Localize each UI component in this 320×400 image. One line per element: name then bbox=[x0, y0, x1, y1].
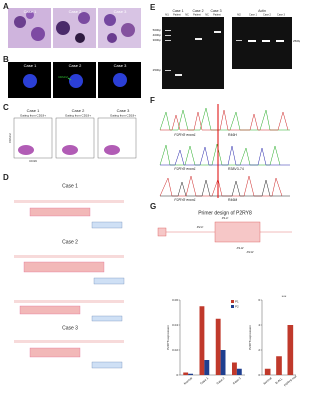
case-label: Case 1 bbox=[27, 108, 40, 113]
x-tick-label: Normal bbox=[183, 376, 193, 385]
x-tick-label: Normal bbox=[263, 376, 273, 385]
group-label: Case 3 bbox=[210, 9, 221, 13]
lane-label: M1 bbox=[165, 14, 169, 17]
bar bbox=[215, 318, 221, 375]
mutation-label: R46M bbox=[228, 198, 237, 202]
gating-label: Gating from CD19+ bbox=[20, 113, 46, 117]
y-tick-label: 0.04 bbox=[172, 323, 178, 327]
primer-label: P1-F bbox=[222, 216, 229, 220]
case-label: Case 3 bbox=[114, 63, 127, 68]
lane-label: NC bbox=[205, 14, 209, 17]
legend-swatch bbox=[231, 305, 234, 308]
primer-label: P1-R bbox=[237, 246, 245, 250]
y-tick-label: 2 bbox=[258, 348, 260, 352]
case-label: Case 3 bbox=[117, 108, 130, 113]
group-label: Actin bbox=[258, 9, 266, 13]
x-tick-label: B-ALL bbox=[274, 376, 283, 385]
case-label: Case 1 bbox=[62, 183, 78, 189]
panel-label: D bbox=[3, 173, 9, 182]
annotation: CRLF2 bbox=[58, 75, 68, 79]
bar bbox=[204, 360, 210, 375]
marker-label: 300bp bbox=[153, 38, 162, 42]
bar bbox=[188, 373, 193, 375]
y-tick-label: 6 bbox=[258, 298, 260, 302]
panel-e-gels bbox=[162, 17, 292, 89]
lane-label: Case 3 bbox=[277, 14, 286, 17]
lane-label: M2 bbox=[237, 14, 241, 17]
g-title: Primer design of P2RY8 bbox=[198, 210, 252, 216]
legend-label: P1 bbox=[235, 299, 239, 303]
legend-swatch bbox=[231, 300, 234, 303]
case-label: Case 3 bbox=[62, 325, 78, 331]
panel-label: E bbox=[150, 3, 156, 12]
exon-label: P2RY8 exon1 bbox=[174, 198, 196, 202]
lane-label: Case 2 bbox=[263, 14, 272, 17]
bar bbox=[264, 368, 271, 375]
lane-label: Patient bbox=[213, 14, 221, 17]
bar bbox=[220, 350, 226, 375]
primer-label: P2-R bbox=[247, 250, 255, 254]
exon-label: P2RY8 exon1 bbox=[174, 167, 196, 171]
axis-label: CRLF2 bbox=[8, 133, 12, 143]
lane-label: Case 1 bbox=[249, 14, 258, 17]
case-label: Case 2 bbox=[72, 108, 85, 113]
x-tick-label: Case 1 bbox=[199, 376, 209, 385]
panel-b-images bbox=[8, 62, 141, 98]
lane-label: Patient bbox=[193, 14, 201, 17]
panel-label: F bbox=[150, 96, 155, 105]
panel-label: A bbox=[3, 2, 9, 11]
y-tick-label: 0.06 bbox=[172, 298, 178, 302]
bar bbox=[287, 325, 294, 375]
panel-label: G bbox=[150, 202, 156, 211]
bar bbox=[199, 306, 205, 375]
significance: *** bbox=[282, 294, 287, 299]
y-tick-label: 0.02 bbox=[172, 348, 178, 352]
marker-label: 250bp bbox=[153, 68, 162, 72]
bar bbox=[183, 372, 189, 375]
marker-label: 500bp bbox=[153, 28, 162, 32]
bar bbox=[276, 356, 282, 375]
case-label: Case 1 bbox=[24, 63, 37, 68]
y-tick-label: 4 bbox=[258, 323, 260, 327]
gating-label: Gating from CD19+ bbox=[65, 113, 91, 117]
gating-label: Gating from CD19+ bbox=[110, 113, 136, 117]
panel-label: B bbox=[3, 55, 9, 64]
legend-label: P2 bbox=[235, 304, 239, 308]
x-tick-label: Case 3 bbox=[232, 376, 242, 385]
mutation-label: R46H bbox=[228, 133, 237, 137]
y-tick-label: 0 bbox=[258, 373, 260, 377]
panel-f-traces bbox=[159, 104, 290, 198]
lane-label: Patient bbox=[173, 14, 181, 17]
case-label: Case 2 bbox=[62, 239, 78, 245]
y-tick-label: 0 bbox=[176, 373, 178, 377]
group-label: Case 2 bbox=[192, 9, 203, 13]
panel-g-schematic bbox=[157, 221, 292, 243]
marker-label: 250bp bbox=[293, 39, 300, 43]
axis-label: CD19 bbox=[29, 159, 37, 163]
x-tick-label: P2RY8 mut bbox=[283, 374, 297, 387]
panel-d-tracks bbox=[14, 200, 125, 369]
case-label: Case 2 bbox=[69, 9, 82, 14]
case-label: Case 2 bbox=[69, 63, 82, 68]
exon-label: P2RY8 exon1 bbox=[174, 133, 196, 137]
y-axis-label: P2RY8 expression bbox=[166, 325, 170, 350]
y-axis-label: P2RY8 expression bbox=[248, 325, 252, 350]
lane-label: NC bbox=[185, 14, 189, 17]
marker-label: 400bp bbox=[153, 33, 162, 37]
bar bbox=[236, 368, 242, 375]
case-label: Case 1 bbox=[24, 9, 37, 14]
group-label: Case 1 bbox=[172, 9, 183, 13]
bar bbox=[232, 362, 237, 375]
panel-c-plots bbox=[13, 117, 137, 159]
mutation-label: R38V3-74 bbox=[228, 167, 244, 171]
panel-a-images bbox=[8, 8, 141, 48]
case-label: Case 3 bbox=[114, 9, 127, 14]
panel-label: C bbox=[3, 103, 9, 112]
x-tick-label: Case 2 bbox=[216, 376, 226, 385]
primer-label: P2-F bbox=[197, 225, 204, 229]
